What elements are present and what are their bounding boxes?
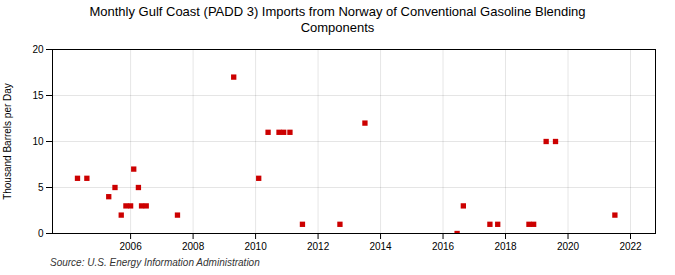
svg-text:2016: 2016 [432,240,455,251]
svg-text:10: 10 [32,135,44,146]
svg-text:0: 0 [38,227,44,238]
svg-text:5: 5 [38,181,44,192]
svg-text:2018: 2018 [494,240,517,251]
svg-text:2008: 2008 [182,240,205,251]
svg-text:2022: 2022 [619,240,642,251]
svg-text:2012: 2012 [307,240,330,251]
svg-text:15: 15 [32,89,44,100]
svg-text:Thousand Barrels per Day: Thousand Barrels per Day [2,83,13,200]
svg-text:20: 20 [32,43,44,54]
html-text:Source: U.S. Energy Informatio: Source: U.S. Energy Information Administ… [50,256,260,268]
html-text:Monthly Gulf Coast (PADD 3) Im: Monthly Gulf Coast (PADD 3) Imports from… [89,4,586,36]
svg-text:2014: 2014 [369,240,392,251]
svg-text:2020: 2020 [557,240,580,251]
svg-text:2006: 2006 [119,240,142,251]
svg-text:2010: 2010 [244,240,267,251]
